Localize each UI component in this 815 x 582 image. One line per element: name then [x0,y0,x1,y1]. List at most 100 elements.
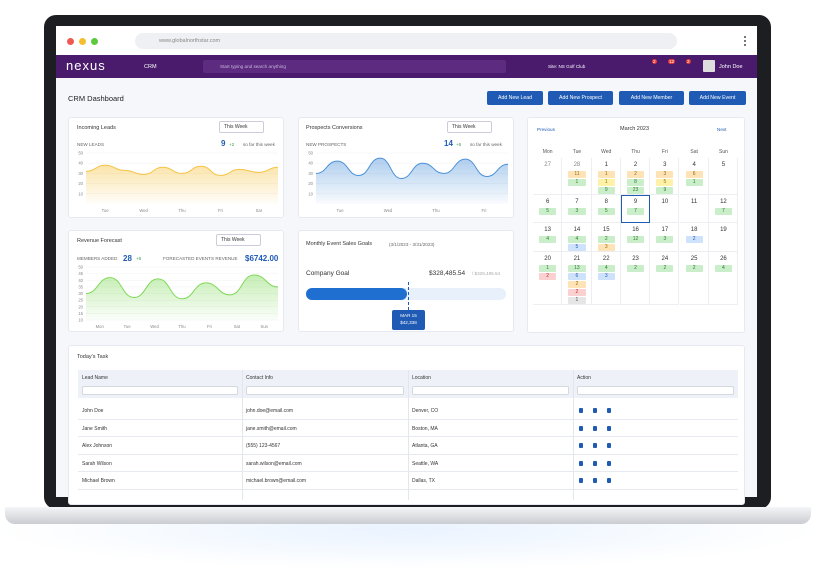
x-tick-label: Thu [178,208,186,213]
event-count: 1 [685,179,703,186]
close-dot[interactable] [67,38,74,45]
column-filter[interactable] [577,386,734,395]
calendar-day[interactable] [533,252,563,305]
url: www.globalnorthstar.com [159,38,221,44]
action-icon[interactable] [579,408,583,413]
event-count: 6 [568,273,586,280]
calendar-day[interactable] [708,158,739,195]
cell-text: john.doe@email.com [246,408,294,414]
area [86,274,278,320]
action-icon[interactable] [579,460,583,466]
avatar[interactable] [703,60,715,72]
calendar-day[interactable] [591,223,621,252]
column-filter[interactable] [412,386,569,395]
add-member-button[interactable]: Add New Member [619,91,684,105]
url-bar[interactable] [135,33,677,49]
calendar-day[interactable] [533,195,563,223]
action-icon[interactable] [607,425,611,431]
action-icon[interactable] [593,425,597,431]
calendar-day[interactable] [708,252,739,305]
action-icon[interactable] [607,478,611,483]
user-name[interactable]: John Doe [719,64,743,70]
day-number: 21 [573,256,581,262]
max-dot[interactable] [91,38,98,45]
search-box[interactable] [203,60,506,73]
cell-text: michael.brown@email.com [246,478,307,484]
day-number: 25 [690,256,698,262]
y-tick-label: 30 [308,171,313,176]
calendar-day[interactable] [591,195,621,223]
action-icon[interactable] [593,408,597,413]
calendar-day[interactable] [533,223,563,252]
calendar-day[interactable] [533,158,563,195]
y-tick-label: 30 [78,171,83,176]
day-number: 16 [632,227,639,233]
calendar-day[interactable] [708,223,739,252]
calendar-day[interactable] [650,195,680,223]
module[interactable]: CRM [144,64,157,70]
logo[interactable]: nexus [66,58,106,73]
calendar-day[interactable] [562,252,592,305]
calendar-day[interactable] [650,252,680,305]
event-count: 3 [568,208,586,215]
action-icon[interactable] [607,443,611,448]
period-select[interactable]: This Week [216,234,261,246]
action-icon[interactable] [593,460,597,466]
calendar-day[interactable] [620,195,651,223]
action-icon[interactable] [579,478,583,483]
add-event-button[interactable]: Add New Event [689,91,746,105]
action-icon[interactable] [579,443,583,448]
calendar-day[interactable] [620,252,651,305]
metric-delta: +6 [136,256,142,261]
x-tick-label: Tue [124,324,132,329]
calendar-day[interactable] [679,252,709,305]
event-count: 2 [568,281,586,288]
card-title: Revenue Forecast [77,238,122,244]
cal-previous[interactable]: Previous [537,127,555,132]
action-icon[interactable] [607,408,611,413]
calendar-day[interactable] [562,158,592,195]
calendar-day[interactable] [650,158,680,195]
action-icon[interactable] [579,425,583,431]
badge: 12 [668,59,676,64]
period-select[interactable]: This Week [447,121,492,133]
calendar-day[interactable] [562,223,592,252]
calendar-day[interactable] [679,158,709,195]
date-range: (3/1/2023 - 3/31/2023) [389,242,435,247]
y-tick-label: 40 [78,161,83,166]
weekday: Mon [542,149,553,155]
calendar-day[interactable] [650,223,680,252]
action-icon[interactable] [593,478,597,483]
site[interactable]: Site: NS Golf Club [548,64,586,69]
action-icon[interactable] [607,460,611,466]
calendar-day[interactable] [708,195,739,223]
calendar-day[interactable] [591,158,621,195]
marker-date: MAR 15 [400,313,417,318]
calendar-day[interactable] [591,252,621,305]
calendar-day[interactable] [679,195,709,223]
day-number: 22 [602,256,610,262]
day-number: 8 [604,199,608,205]
calendar-day[interactable] [562,195,592,223]
table-row [78,472,738,490]
y-tick-label: 35 [78,284,83,289]
column-filter[interactable] [246,386,404,395]
metric-count: 14 [444,139,453,148]
calendar-day[interactable] [620,158,651,195]
calendar-day[interactable] [679,223,709,252]
period-select[interactable]: This Week [219,121,264,133]
calendar-day[interactable] [620,223,651,252]
cal-next[interactable]: Next [717,127,727,132]
x-tick-label: Tue [102,208,110,213]
column-filter[interactable] [82,386,238,395]
action-icon[interactable] [593,443,597,448]
cell-text: jane.smith@email.com [246,425,297,432]
add-prospect-button[interactable]: Add New Prospect [548,91,613,105]
column-header: Action [577,375,591,381]
menu-icon[interactable] [744,36,746,46]
day-number: 20 [544,256,551,262]
min-dot[interactable] [79,38,86,45]
y-tick-label: 25 [78,298,83,303]
add-lead-button[interactable]: Add New Lead [487,91,543,105]
